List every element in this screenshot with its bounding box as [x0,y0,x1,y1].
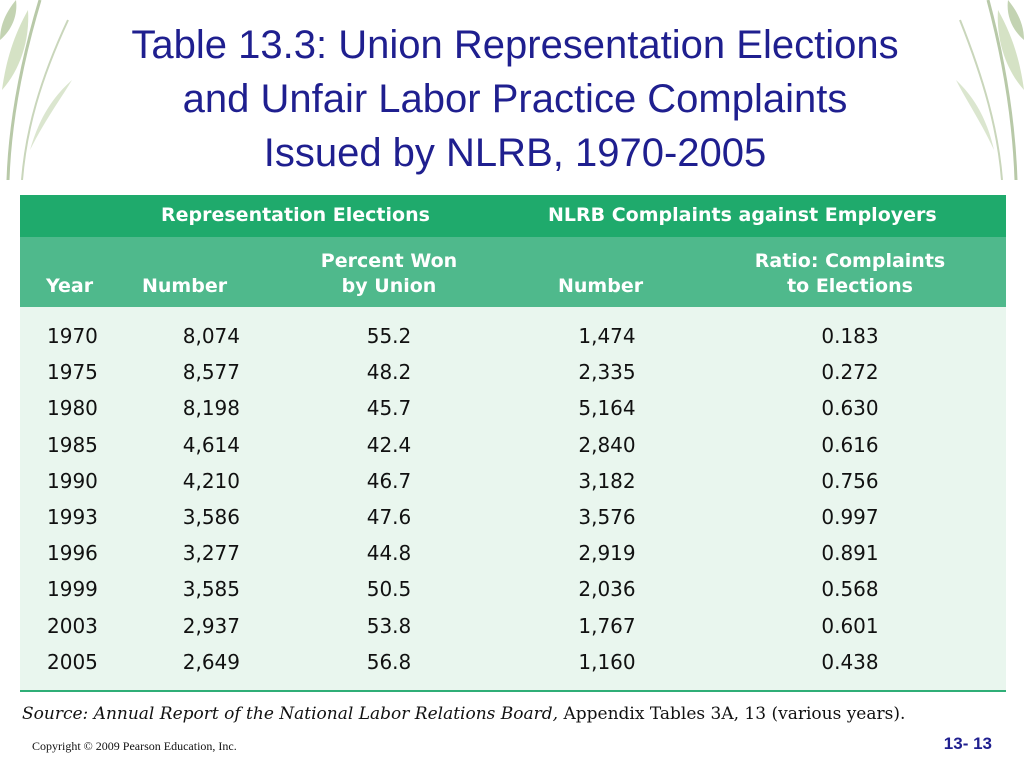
col-header-ratio-line2: to Elections [787,275,913,297]
cell-percent: 47.6 [366,505,412,529]
cell-percent: 45.7 [366,396,412,421]
cell-percent: 44.8 [366,541,412,566]
cell-ratio: 0.616 [821,432,879,457]
cell-complaints: 2,919 [578,541,636,566]
cell-ratio: 0.272 [821,360,879,385]
cell-complaints: 2,036 [578,577,636,602]
group-header-complaints: NLRB Complaints against Employers [548,204,937,226]
cell-percent: 50.5 [366,577,412,602]
col-header-year: Year [46,275,94,297]
nlrb-table: Representation Elections NLRB Complaints… [20,195,1006,692]
cell-year: 1975 [47,360,98,385]
cell-ratio: 0.601 [821,613,879,638]
right-leaf-decoration [956,0,1024,180]
group-header-band [20,195,1006,237]
cell-complaints: 3,576 [578,505,636,529]
source-label: Source: Annual Report of the National La… [22,704,559,724]
left-leaf-decoration [0,0,72,180]
cell-year: 1993 [47,505,98,529]
cell-percent: 42.4 [366,432,412,457]
cell-complaints: 1,160 [578,649,636,674]
cell-percent: 56.8 [366,649,412,674]
cell-complaints: 1,767 [578,613,636,638]
cell-percent: 55.2 [366,324,412,348]
col-header-percent-won: Percent Won by Union [289,249,489,299]
cell-year: 2005 [47,649,98,674]
cell-ratio: 0.997 [821,505,879,529]
page-number: 13- 13 [943,734,992,753]
cell-year: 1985 [47,432,98,457]
cell-year: 1999 [47,577,98,602]
column-header-band [20,237,1006,307]
cell-number: 2,937 [182,613,240,638]
cell-number: 4,210 [182,468,240,493]
cell-number: 3,585 [182,577,240,602]
cell-year: 1996 [47,541,98,566]
cell-number: 8,198 [182,396,240,421]
cell-number: 3,586 [182,505,240,529]
cell-complaints: 3,182 [578,468,636,493]
slide-title: Table 13.3: Union Representation Electio… [70,18,960,180]
col-header-percent-won-line2: by Union [341,275,437,297]
cell-year: 1970 [47,324,98,348]
cell-number: 3,277 [182,541,240,566]
cell-year: 1990 [47,468,98,493]
cell-year: 2003 [47,613,98,638]
cell-complaints: 1,474 [578,324,636,348]
cell-percent: 53.8 [366,613,412,638]
col-header-complaints-number: Number [558,275,644,297]
cell-ratio: 0.630 [821,396,879,421]
cell-complaints: 2,335 [578,360,636,385]
cell-year: 1980 [47,396,98,421]
cell-complaints: 2,840 [578,432,636,457]
col-header-percent-won-line1: Percent Won [320,250,458,272]
cell-number: 8,577 [182,360,240,385]
cell-number: 2,649 [182,649,240,674]
title-line-2: and Unfair Labor Practice Complaints [182,77,848,121]
cell-ratio: 0.438 [821,649,879,674]
col-header-elections-number: Number [142,275,228,297]
title-line-3: Issued by NLRB, 1970-2005 [263,131,767,175]
cell-percent: 48.2 [366,360,412,385]
cell-ratio: 0.756 [821,468,879,493]
cell-ratio: 0.891 [821,541,879,566]
cell-ratio: 0.568 [821,577,879,602]
group-header-elections: Representation Elections [161,204,430,226]
cell-percent: 46.7 [366,468,412,493]
cell-ratio: 0.183 [821,324,879,348]
cell-complaints: 5,164 [578,396,636,421]
title-line-1: Table 13.3: Union Representation Electio… [131,23,899,67]
source-rest: Appendix Tables 3A, 13 (various years). [558,704,906,724]
col-header-ratio: Ratio: Complaints to Elections [720,249,980,299]
col-header-ratio-line1: Ratio: Complaints [754,250,946,272]
copyright-text: Copyright © 2009 Pearson Education, Inc. [32,739,237,753]
source-note: Source: Annual Report of the National La… [22,704,905,724]
cell-number: 4,614 [182,432,240,457]
cell-number: 8,074 [182,324,240,348]
